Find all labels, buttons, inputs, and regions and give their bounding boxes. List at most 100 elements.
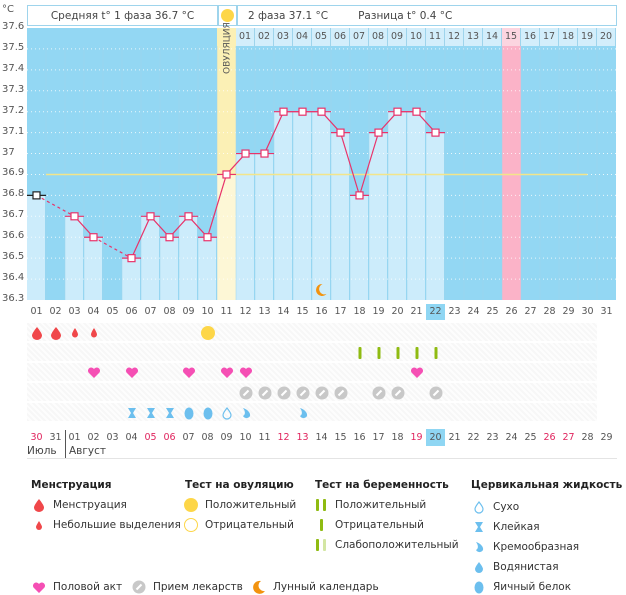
pregnancy-test-negative-icon[interactable] [407, 343, 426, 362]
cycle-day-label[interactable]: 26 [505, 306, 518, 317]
calendar-date-label[interactable]: 06 [163, 432, 176, 443]
heart-icon[interactable] [122, 363, 141, 382]
pill-icon[interactable] [426, 383, 445, 402]
calendar-date-label[interactable]: 26 [543, 432, 556, 443]
pregnancy-test-negative-icon[interactable] [369, 343, 388, 362]
calendar-date-label[interactable]: 28 [581, 432, 594, 443]
cycle-day-label[interactable]: 07 [144, 306, 157, 317]
calendar-date-label[interactable]: 23 [486, 432, 499, 443]
cycle-day-label[interactable]: 01 [30, 306, 43, 317]
calendar-date-label[interactable]: 18 [391, 432, 404, 443]
calendar-date-label[interactable]: 22 [467, 432, 480, 443]
menstruation-drop-icon[interactable] [27, 323, 46, 342]
calendar-date-label[interactable]: 24 [505, 432, 518, 443]
heart-icon[interactable] [84, 363, 103, 382]
cycle-day-label[interactable]: 04 [87, 306, 100, 317]
pill-icon[interactable] [293, 383, 312, 402]
cycle-day-label[interactable]: 29 [562, 306, 575, 317]
calendar-date-label[interactable]: 12 [277, 432, 290, 443]
egg-icon[interactable] [198, 403, 217, 422]
temp-line-segment [130, 216, 152, 259]
spotting-drop-icon[interactable] [84, 323, 103, 342]
pregnancy-test-negative-icon[interactable] [350, 343, 369, 362]
hourglass-icon[interactable] [160, 403, 179, 422]
cycle-day-label[interactable]: 10 [201, 306, 214, 317]
cycle-day-label[interactable]: 15 [296, 306, 309, 317]
cycle-day-label[interactable]: 21 [410, 306, 423, 317]
calendar-date-label[interactable]: 20 [426, 429, 445, 446]
calendar-date-label[interactable]: 10 [239, 432, 252, 443]
cycle-day-label[interactable]: 06 [125, 306, 138, 317]
cycle-day-label[interactable]: 22 [426, 304, 445, 320]
calendar-date-label[interactable]: 25 [524, 432, 537, 443]
calendar-date-label[interactable]: 14 [315, 432, 328, 443]
cycle-day-label[interactable]: 09 [182, 306, 195, 317]
calendar-date-label[interactable]: 15 [334, 432, 347, 443]
cycle-day-label[interactable]: 19 [372, 306, 385, 317]
pregnancy-test-negative-icon[interactable] [426, 343, 445, 362]
calendar-date-label[interactable]: 30 [30, 432, 43, 443]
cycle-day-label[interactable]: 20 [391, 306, 404, 317]
cycle-day-label[interactable]: 23 [448, 306, 461, 317]
cycle-day-label[interactable]: 27 [524, 306, 537, 317]
hourglass-icon[interactable] [141, 403, 160, 422]
creamy-drop-icon[interactable] [293, 403, 312, 422]
ovulation-label: ОВУЛЯЦИЯ [223, 22, 233, 74]
calendar-date-label[interactable]: 04 [125, 432, 138, 443]
calendar-date-label[interactable]: 03 [106, 432, 119, 443]
calendar-date-label[interactable]: 27 [562, 432, 575, 443]
calendar-date-label[interactable]: 11 [258, 432, 271, 443]
hourglass-icon[interactable] [122, 403, 141, 422]
pill-icon[interactable] [236, 383, 255, 402]
cycle-day-label[interactable]: 17 [334, 306, 347, 317]
month-july: Июль [27, 445, 57, 457]
calendar-date-label[interactable]: 31 [49, 432, 62, 443]
calendar-date-label[interactable]: 29 [600, 432, 613, 443]
egg-icon[interactable] [179, 403, 198, 422]
cycle-day-label[interactable]: 31 [600, 306, 613, 317]
heart-icon[interactable] [179, 363, 198, 382]
calendar-date-label[interactable]: 17 [372, 432, 385, 443]
cycle-day-label[interactable]: 12 [239, 306, 252, 317]
calendar-date-label[interactable]: 05 [144, 432, 157, 443]
calendar-date-label[interactable]: 13 [296, 432, 309, 443]
calendar-date-label[interactable]: 07 [182, 432, 195, 443]
pill-icon[interactable] [274, 383, 293, 402]
cycle-day-label[interactable]: 13 [258, 306, 271, 317]
heart-icon[interactable] [407, 363, 426, 382]
cycle-day-label[interactable]: 02 [49, 306, 62, 317]
menstruation-drop-icon[interactable] [46, 323, 65, 342]
calendar-date-label[interactable]: 02 [87, 432, 100, 443]
calendar-date-label[interactable]: 01 [68, 432, 81, 443]
cycle-day-label[interactable]: 08 [163, 306, 176, 317]
cycle-day-label[interactable]: 05 [106, 306, 119, 317]
calendar-date-label[interactable]: 08 [201, 432, 214, 443]
pill-icon[interactable] [388, 383, 407, 402]
calendar-date-label[interactable]: 09 [220, 432, 233, 443]
cycle-day-label[interactable]: 30 [581, 306, 594, 317]
pill-icon[interactable] [312, 383, 331, 402]
pill-icon[interactable] [369, 383, 388, 402]
cycle-day-label[interactable]: 14 [277, 306, 290, 317]
cycle-day-label[interactable]: 25 [486, 306, 499, 317]
heart-icon[interactable] [217, 363, 236, 382]
calendar-date-label[interactable]: 19 [410, 432, 423, 443]
spotting-drop-icon[interactable] [65, 323, 84, 342]
cycle-day-label[interactable]: 11 [220, 306, 233, 317]
ovulation-test-positive-icon[interactable] [198, 323, 217, 342]
pregnancy-test-negative-icon[interactable] [388, 343, 407, 362]
creamy-drop-icon[interactable] [236, 403, 255, 422]
y-tick-label: 36.6 [2, 230, 25, 242]
legend-pregtest-negative: Отрицательный [313, 517, 424, 533]
pill-icon[interactable] [331, 383, 350, 402]
drop-outline-icon[interactable] [217, 403, 236, 422]
heart-icon[interactable] [236, 363, 255, 382]
cycle-day-label[interactable]: 24 [467, 306, 480, 317]
calendar-date-label[interactable]: 16 [353, 432, 366, 443]
cycle-day-label[interactable]: 18 [353, 306, 366, 317]
cycle-day-label[interactable]: 16 [315, 306, 328, 317]
cycle-day-label[interactable]: 03 [68, 306, 81, 317]
cycle-day-label[interactable]: 28 [543, 306, 556, 317]
pill-icon[interactable] [255, 383, 274, 402]
calendar-date-label[interactable]: 21 [448, 432, 461, 443]
